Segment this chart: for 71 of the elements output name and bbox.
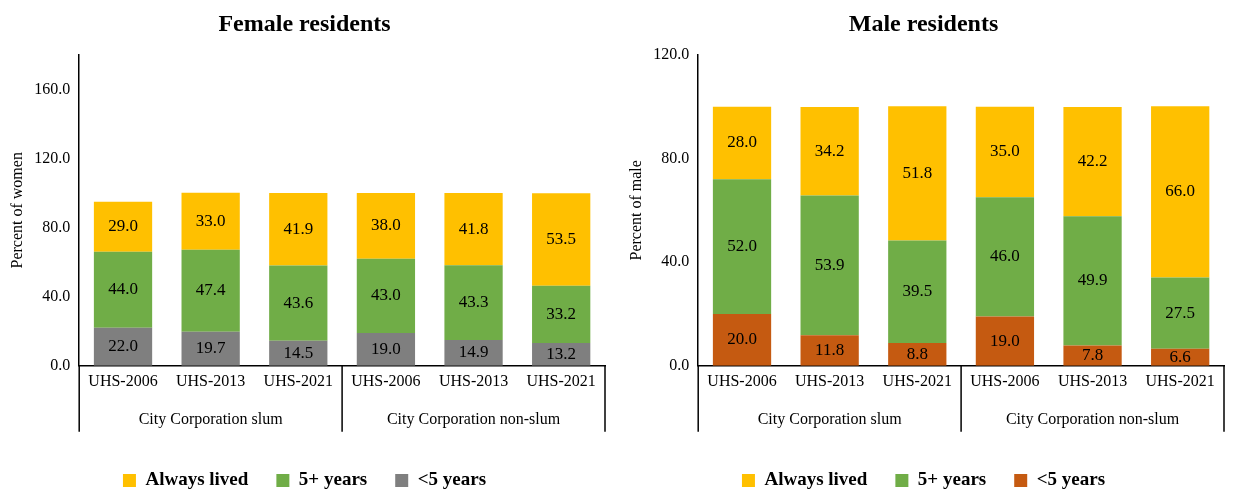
x-tick-label: UHS-2006 bbox=[970, 371, 1040, 389]
data-label: 53.5 bbox=[546, 228, 577, 248]
data-label: 22.0 bbox=[108, 336, 138, 356]
y-tick-label: 0.0 bbox=[669, 356, 690, 373]
data-label: 33.2 bbox=[546, 303, 577, 323]
data-label: 43.3 bbox=[458, 292, 489, 312]
data-label: 49.9 bbox=[1077, 270, 1108, 290]
y-tick-label: 40.0 bbox=[661, 252, 690, 270]
legend-label: <5 years bbox=[417, 468, 487, 490]
x-tick-label: UHS-2013 bbox=[175, 371, 246, 389]
y-axis-title: Percent of women bbox=[7, 152, 25, 269]
y-tick-label: 40.0 bbox=[42, 286, 71, 304]
data-label: 43.6 bbox=[283, 292, 314, 312]
data-label: 44.0 bbox=[108, 279, 138, 299]
data-label: 7.8 bbox=[1081, 345, 1104, 365]
y-axis-title: Percent of male bbox=[626, 160, 644, 261]
data-label: 66.0 bbox=[1165, 181, 1196, 201]
data-label: 47.4 bbox=[195, 280, 227, 300]
data-label: 41.8 bbox=[458, 218, 489, 238]
y-tick-label: 160.0 bbox=[34, 79, 71, 97]
data-label: 34.2 bbox=[814, 140, 845, 160]
y-tick-label: 80.0 bbox=[42, 217, 71, 235]
x-tick-label: UHS-2013 bbox=[794, 371, 865, 389]
legend-label: Always lived bbox=[145, 468, 249, 490]
data-label: 19.7 bbox=[195, 338, 227, 358]
legend-label: <5 years bbox=[1036, 468, 1106, 490]
data-label: 51.8 bbox=[902, 162, 933, 182]
data-label: 13.2 bbox=[546, 343, 577, 363]
data-label: 27.5 bbox=[1165, 302, 1196, 322]
data-label: 52.0 bbox=[727, 236, 757, 256]
data-label: 38.0 bbox=[371, 215, 401, 235]
y-tick-label: 120.0 bbox=[34, 148, 71, 166]
x-tick-label: UHS-2013 bbox=[1057, 371, 1128, 389]
text: City Corporation non-slum bbox=[1005, 410, 1180, 428]
x-tick-label: UHS-2006 bbox=[707, 371, 777, 389]
data-label: 46.0 bbox=[990, 246, 1020, 266]
chart-title: Male residents bbox=[848, 9, 999, 36]
data-label: 19.0 bbox=[990, 330, 1020, 350]
x-tick-label: UHS-2021 bbox=[882, 371, 952, 389]
data-label: 42.2 bbox=[1077, 151, 1108, 171]
data-label: 6.6 bbox=[1169, 346, 1191, 366]
legend-label: 5+ years bbox=[298, 468, 368, 490]
x-tick-label: UHS-2006 bbox=[351, 371, 421, 389]
x-tick-label: UHS-2021 bbox=[263, 371, 333, 389]
x-tick-label: UHS-2013 bbox=[438, 371, 509, 389]
legend-label: 5+ years bbox=[917, 468, 987, 490]
data-label: 19.0 bbox=[371, 338, 401, 358]
data-label: 14.9 bbox=[458, 342, 489, 362]
x-tick-label: UHS-2021 bbox=[526, 371, 596, 389]
data-label: 33.0 bbox=[195, 210, 226, 230]
data-label: 11.8 bbox=[815, 339, 845, 359]
data-label: 43.0 bbox=[371, 285, 401, 305]
text: City Corporation non-slum bbox=[386, 410, 561, 428]
x-tick-label: UHS-2021 bbox=[1145, 371, 1215, 389]
chart-title: Female residents bbox=[218, 9, 391, 36]
data-label: 53.9 bbox=[814, 254, 845, 274]
data-label: 14.5 bbox=[283, 342, 314, 362]
data-label: 29.0 bbox=[108, 216, 138, 236]
y-tick-label: 120.0 bbox=[653, 45, 690, 62]
data-label: 8.8 bbox=[906, 343, 928, 363]
y-tick-label: 80.0 bbox=[661, 148, 690, 166]
y-tick-label: 0.0 bbox=[50, 356, 71, 373]
data-label: 39.5 bbox=[902, 281, 933, 301]
text: City Corporation slum bbox=[757, 410, 903, 428]
data-label: 28.0 bbox=[727, 132, 757, 152]
legend-label: Always lived bbox=[764, 468, 868, 490]
text: City Corporation slum bbox=[138, 410, 284, 428]
x-tick-label: UHS-2006 bbox=[88, 371, 158, 389]
data-label: 20.0 bbox=[727, 329, 757, 349]
data-label: 35.0 bbox=[990, 141, 1020, 161]
data-label: 41.9 bbox=[283, 218, 314, 238]
